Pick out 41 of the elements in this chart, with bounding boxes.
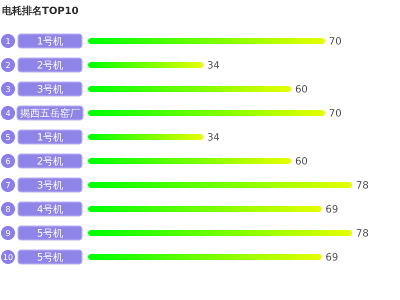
y-tick-label: 2号机 <box>36 156 64 168</box>
text: 1 <box>5 37 11 46</box>
bar <box>88 230 352 236</box>
data-label: 69 <box>326 252 338 264</box>
text: 3 <box>5 85 11 94</box>
data-label: 70 <box>328 108 342 120</box>
data-label: 60 <box>295 84 308 96</box>
text: 10 <box>2 253 14 262</box>
bar <box>88 110 325 116</box>
y-tick-label: 3号机 <box>36 84 64 96</box>
text: 7 <box>5 181 11 190</box>
text: 5 <box>5 133 11 142</box>
chart-title: 电耗排名TOP10 <box>2 5 79 17</box>
bar <box>88 158 292 164</box>
text: 2 <box>5 61 11 70</box>
data-label: 70 <box>328 36 342 48</box>
y-tick-label: 5号机 <box>36 228 64 240</box>
text: 4 <box>5 109 11 118</box>
y-tick-label: 2号机 <box>36 60 64 72</box>
bar <box>88 206 322 212</box>
bar <box>88 254 322 260</box>
y-tick-label: 1号机 <box>36 36 64 48</box>
y-tick-label: 1号机 <box>36 132 64 144</box>
text: 8 <box>5 205 11 214</box>
y-tick-label: 揭西五岳窑厂 <box>20 108 80 120</box>
data-label: 60 <box>295 156 308 168</box>
text: 9 <box>5 229 11 238</box>
data-label: 34 <box>207 132 220 144</box>
data-label: 78 <box>356 180 369 192</box>
data-label: 69 <box>326 204 338 216</box>
y-tick-label: 4号机 <box>36 204 64 216</box>
y-tick-label: 3号机 <box>36 180 64 192</box>
data-label: 34 <box>207 60 220 72</box>
bar <box>88 62 204 68</box>
bar <box>88 86 292 92</box>
y-tick-label: 5号机 <box>36 252 64 264</box>
text: 6 <box>5 157 11 166</box>
data-label: 78 <box>356 228 369 240</box>
bar <box>88 182 352 188</box>
bar <box>88 134 204 140</box>
bar <box>88 38 325 44</box>
